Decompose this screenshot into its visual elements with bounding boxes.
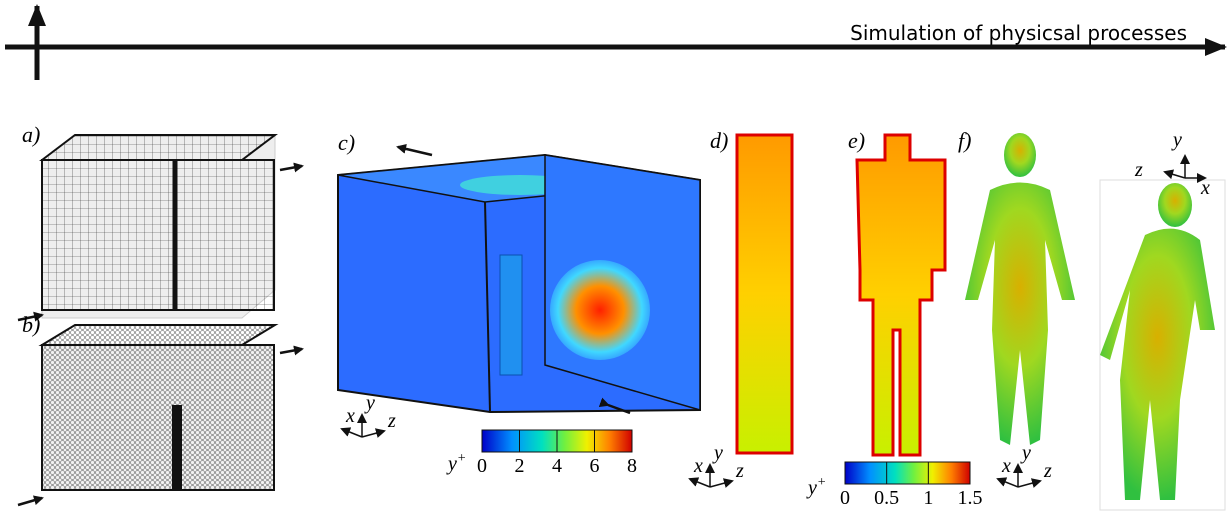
panel-d-plate	[737, 135, 792, 453]
axis-label: z	[1043, 460, 1052, 482]
axis-label: y	[364, 392, 375, 414]
panel-e-mannequin	[857, 135, 945, 455]
colorbar-tick-label: 8	[627, 455, 637, 477]
panel-b-mesh	[18, 325, 302, 505]
panel-f-human	[965, 133, 1075, 445]
colorbar-tick-label: 0	[840, 487, 850, 509]
axis-arrow	[690, 479, 710, 487]
axis-label: y	[712, 442, 723, 464]
panel-a-mesh	[18, 135, 302, 320]
axis-arrow	[1165, 172, 1185, 178]
panel-label: b)	[22, 312, 40, 337]
axis-arrow	[1018, 481, 1040, 487]
panel-label: c)	[338, 130, 355, 155]
colorbar-tick-label: 4	[552, 455, 562, 477]
axis-label: z	[735, 460, 744, 482]
axis-label: y	[1171, 129, 1182, 151]
colorbar-tick-label: 0	[477, 455, 487, 477]
superscript: +	[817, 475, 826, 490]
axis-label: y	[1020, 442, 1031, 464]
axis-label: x	[693, 455, 703, 477]
colorbar-tick-label: 1	[923, 487, 933, 509]
superscript: +	[457, 451, 466, 466]
panel-label: a)	[22, 122, 40, 147]
colorbar-tick-label: 2	[515, 455, 525, 477]
axis-label: z	[387, 410, 396, 432]
axis-arrow	[710, 481, 732, 487]
colorbar-label: y+	[806, 475, 826, 499]
figure: Simulation of physicsal processes	[0, 0, 1227, 517]
colorbar-label: y+	[446, 451, 466, 475]
axis-arrow	[362, 431, 384, 437]
colorbar	[845, 462, 970, 484]
colorbar-tick-label: 6	[590, 455, 600, 477]
panel-c-field	[338, 147, 700, 413]
axis-arrow	[342, 429, 362, 437]
axis-label: x	[1001, 455, 1011, 477]
axis-label: x	[345, 405, 355, 427]
title: Simulation of physicsal processes	[850, 21, 1187, 45]
colorbar-tick-label: 0.5	[874, 487, 899, 509]
panel-label: e)	[848, 128, 865, 153]
panel-f-human-back	[1100, 180, 1225, 510]
axis-arrow	[998, 479, 1018, 487]
colorbar-tick-label: 1.5	[958, 487, 983, 509]
axis-label: z	[1134, 159, 1143, 181]
panel-label: f)	[958, 128, 971, 153]
axis-label: x	[1200, 177, 1210, 199]
panel-label: d)	[710, 128, 728, 153]
